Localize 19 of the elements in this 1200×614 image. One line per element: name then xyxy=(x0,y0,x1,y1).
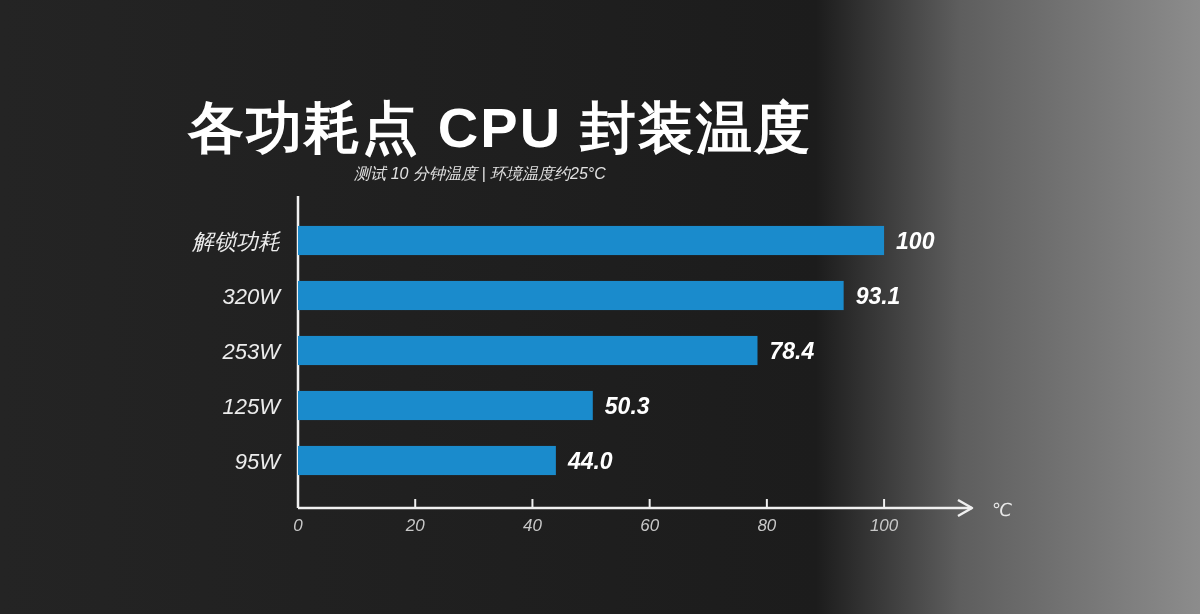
category-label: 253W xyxy=(222,338,280,364)
x-tick-label: 100 xyxy=(869,516,899,535)
x-tick-label: 20 xyxy=(405,516,425,535)
subtitle: 测试 10 分钟温度 | 环境温度约25°C xyxy=(354,165,606,182)
title: 各功耗点 CPU 封装温度 xyxy=(188,96,812,159)
category-label: 320W xyxy=(222,283,280,309)
value-label: 78.4 xyxy=(769,337,815,364)
value-label: 44.0 xyxy=(567,447,613,474)
value-label: 100 xyxy=(896,227,935,254)
x-axis-title: ℃ xyxy=(991,500,1013,520)
value-label: 50.3 xyxy=(604,392,650,419)
x-tick-label: 60 xyxy=(640,516,660,535)
x-tick-label: 80 xyxy=(757,516,777,535)
value-label: 93.1 xyxy=(855,282,901,309)
category-label: 解锁功耗 xyxy=(192,228,280,254)
category-label: 125W xyxy=(222,393,280,419)
category-label: 95W xyxy=(234,448,280,474)
x-tick-label: 40 xyxy=(522,516,542,535)
x-tick-label: 0 xyxy=(293,516,303,535)
